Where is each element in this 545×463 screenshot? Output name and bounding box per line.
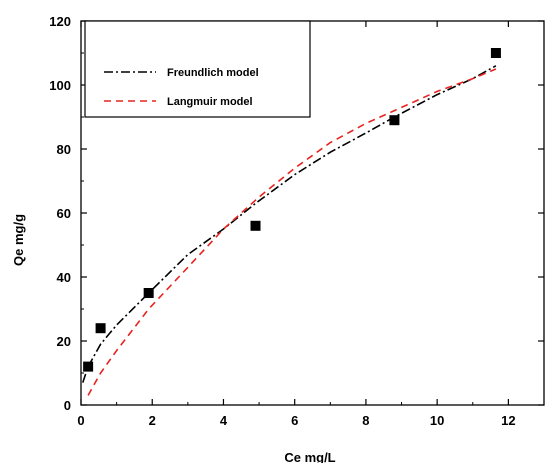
x-tick-label: 8	[362, 413, 369, 428]
data-point-marker	[83, 361, 94, 372]
x-axis-label: Ce mg/L	[284, 450, 335, 463]
data-point-marker	[95, 323, 106, 334]
x-tick-label: 10	[430, 413, 444, 428]
data-markers	[83, 48, 501, 372]
x-tick-label: 4	[220, 413, 228, 428]
y-tick-label: 120	[49, 14, 71, 29]
series-line-2	[87, 68, 497, 396]
model-lines	[82, 65, 497, 396]
x-tick-label: 0	[77, 413, 84, 428]
y-tick-label: 60	[57, 206, 71, 221]
data-point-marker	[389, 115, 400, 126]
y-tick-label: 20	[57, 334, 71, 349]
y-tick-label: 100	[49, 78, 71, 93]
data-point-marker	[143, 288, 154, 298]
x-tick-label: 6	[291, 413, 298, 428]
legend-label-0: Freundlich model	[167, 67, 259, 79]
x-tick-label: 2	[149, 413, 156, 428]
y-tick-label: 80	[57, 142, 71, 157]
legend-label-1: Langmuir model	[167, 96, 253, 108]
x-tick-label: 12	[501, 413, 515, 428]
data-point-marker	[490, 48, 501, 58]
y-axis-label: Qe mg/g	[11, 214, 26, 266]
legend: Freundlich model Langmuir model	[84, 20, 311, 118]
y-tick-label: 40	[57, 270, 71, 285]
y-tick-label: 0	[64, 398, 71, 413]
data-point-marker	[250, 220, 261, 231]
series-line-1	[82, 65, 497, 383]
